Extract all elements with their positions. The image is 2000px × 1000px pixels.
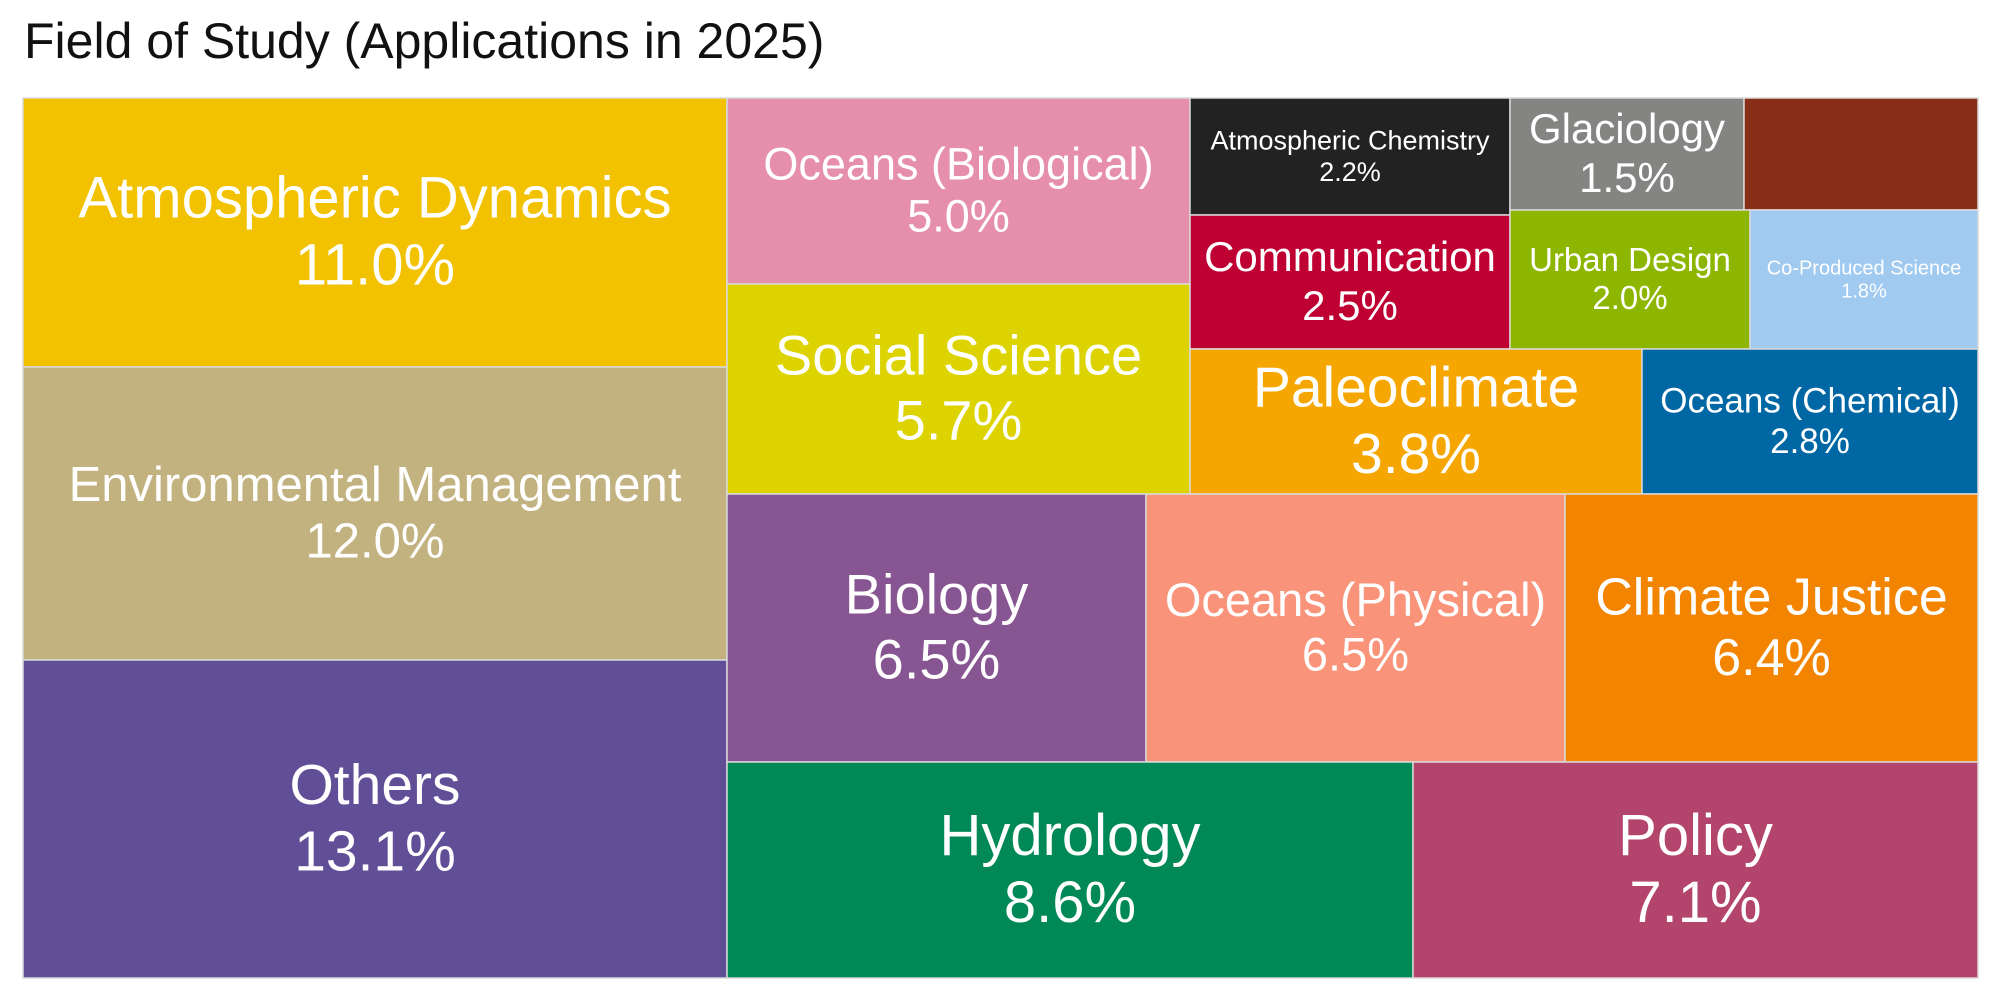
tile-rect[interactable]	[1641, 348, 1979, 495]
tile-value-label: 12.0%	[306, 515, 445, 569]
tile-label: Atmospheric Dynamics	[78, 165, 671, 230]
tile-rect[interactable]	[726, 97, 1191, 285]
tile-label: Others	[289, 753, 460, 817]
tile-rect[interactable]	[22, 366, 728, 661]
tile-value-label: 2.5%	[1302, 282, 1398, 329]
tile-unlabeled-7[interactable]	[1743, 97, 1979, 211]
tile-value-label: 1.5%	[1579, 154, 1675, 201]
tile-value-label: 3.8%	[1351, 422, 1481, 486]
tile-rect[interactable]	[1189, 214, 1511, 350]
tile-rect[interactable]	[1412, 761, 1979, 979]
tile-value-label: 5.7%	[895, 388, 1023, 451]
tile-value-label: 6.4%	[1712, 629, 1831, 687]
tile-oceans-biological[interactable]: Oceans (Biological)5.0%	[726, 97, 1191, 285]
tile-value-label: 6.5%	[1302, 627, 1409, 680]
tile-rect[interactable]	[1145, 493, 1566, 763]
tile-label: Hydrology	[939, 803, 1200, 868]
tile-value-label: 6.5%	[873, 627, 1001, 690]
tile-rect[interactable]	[726, 761, 1414, 979]
tile-rect[interactable]	[1743, 97, 1979, 211]
tile-value-label: 2.8%	[1770, 422, 1850, 461]
tile-rect[interactable]	[726, 283, 1191, 495]
tile-value-label: 7.1%	[1629, 870, 1761, 935]
tile-label: Biology	[845, 562, 1029, 625]
chart-title: Field of Study (Applications in 2025)	[24, 13, 825, 69]
tile-rect[interactable]	[1564, 493, 1979, 763]
tile-label: Paleoclimate	[1253, 356, 1579, 420]
tile-rect[interactable]	[22, 659, 728, 979]
tile-oceans-chemical[interactable]: Oceans (Chemical)2.8%	[1641, 348, 1979, 495]
tile-label: Environmental Management	[69, 458, 682, 512]
tile-oceans-physical[interactable]: Oceans (Physical)6.5%	[1145, 493, 1566, 763]
tile-label: Glaciology	[1529, 105, 1725, 152]
tile-value-label: 2.0%	[1592, 279, 1667, 316]
tile-label: Atmospheric Chemistry	[1210, 125, 1490, 155]
tile-label: Co-Produced Science	[1767, 257, 1962, 279]
tile-value-label: 2.2%	[1319, 157, 1381, 187]
tile-rect[interactable]	[1749, 209, 1979, 350]
tile-label: Climate Justice	[1595, 568, 1948, 626]
tile-value-label: 11.0%	[295, 233, 455, 298]
tile-label: Policy	[1618, 803, 1773, 868]
tile-value-label: 5.0%	[907, 191, 1010, 242]
tile-label: Oceans (Physical)	[1165, 573, 1546, 626]
tile-label: Communication	[1204, 233, 1496, 280]
tile-rect[interactable]	[22, 97, 728, 368]
tile-label: Oceans (Biological)	[763, 138, 1153, 189]
tile-value-label: 8.6%	[1004, 870, 1136, 935]
tile-label: Urban Design	[1529, 241, 1731, 278]
tile-label: Oceans (Chemical)	[1660, 381, 1960, 420]
tile-value-label: 13.1%	[294, 819, 456, 883]
tile-label: Social Science	[775, 323, 1142, 386]
tile-rect[interactable]	[1509, 209, 1751, 350]
tile-value-label: 1.8%	[1841, 281, 1887, 303]
tile-rect[interactable]	[1189, 348, 1643, 495]
